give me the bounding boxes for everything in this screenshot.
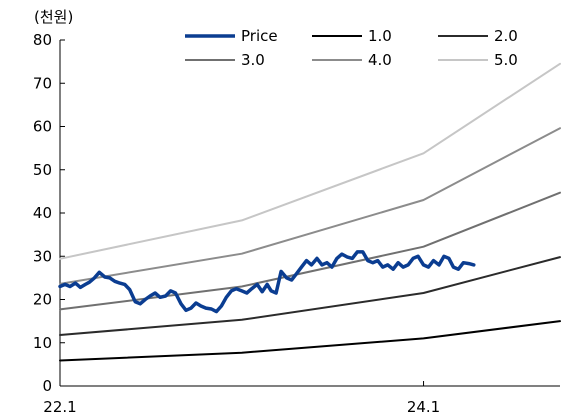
y-tick-label: 60 bbox=[33, 118, 52, 136]
x-tick-label: 24.1 bbox=[407, 398, 440, 416]
legend-label: 1.0 bbox=[368, 27, 392, 45]
y-tick-label: 30 bbox=[33, 247, 52, 265]
legend-label: Price bbox=[241, 27, 278, 45]
legend-label: 4.0 bbox=[368, 51, 392, 69]
series-line-3-0 bbox=[59, 191, 561, 311]
y-tick-label: 10 bbox=[33, 334, 52, 352]
legend-label: 5.0 bbox=[494, 51, 518, 69]
series-line-5-0 bbox=[59, 62, 561, 260]
y-tick-label: 80 bbox=[33, 31, 52, 49]
y-tick-label: 0 bbox=[42, 377, 52, 395]
x-axis: 22.1 24.1 bbox=[43, 381, 560, 416]
series-line-price bbox=[58, 250, 476, 314]
series-line-2-0 bbox=[59, 256, 561, 336]
legend-label: 2.0 bbox=[494, 27, 518, 45]
y-tick-label: 40 bbox=[33, 204, 52, 222]
y-tick-label: 20 bbox=[33, 291, 52, 309]
y-unit-label: (천원) bbox=[34, 8, 73, 26]
legend: Price 1.0 2.0 3.0 4.0 5.0 bbox=[185, 27, 518, 69]
series-line-4-0 bbox=[59, 127, 561, 285]
series-line-1-0 bbox=[59, 320, 561, 362]
y-tick-label: 50 bbox=[33, 161, 52, 179]
legend-label: 3.0 bbox=[241, 51, 265, 69]
y-tick-label: 70 bbox=[33, 74, 52, 92]
y-axis: 0 10 20 30 40 50 60 70 80 bbox=[33, 31, 65, 395]
series-lines bbox=[58, 62, 561, 362]
x-tick-label: 22.1 bbox=[43, 398, 76, 416]
